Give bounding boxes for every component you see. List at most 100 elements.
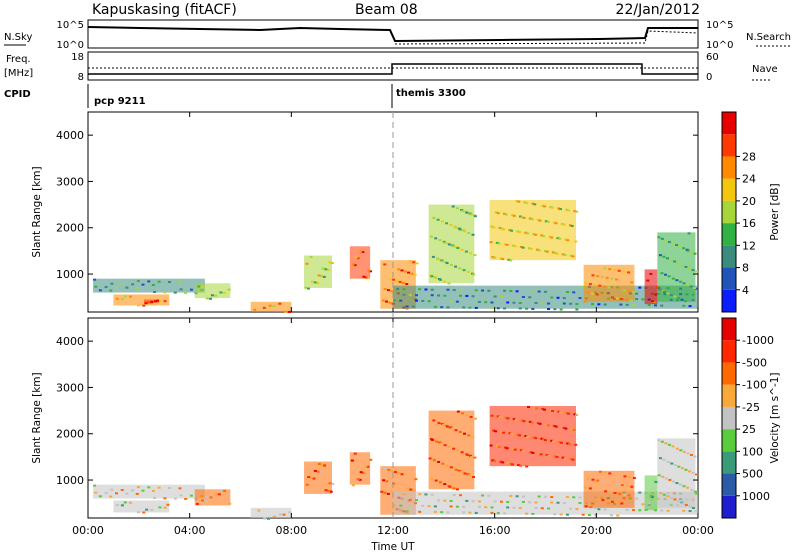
scatter-cell (367, 269, 371, 272)
scatter-cell (531, 202, 535, 205)
scatter-cell (632, 477, 636, 480)
velocity-panel: Slant Range [km] 1000 2000 3000 4000 (31, 317, 699, 520)
scatter-cell (547, 302, 551, 305)
scatter-cell (562, 302, 566, 305)
scatter-cell (535, 407, 539, 410)
scatter-cell (405, 283, 409, 286)
scatter-cell (596, 498, 600, 501)
scatter-cell (565, 412, 569, 415)
colorbar-segment (722, 318, 736, 341)
scatter-cell (658, 457, 662, 460)
scatter-cell (508, 432, 512, 435)
scatter-cell (662, 458, 666, 461)
scatter-cell (305, 483, 309, 486)
nsearch-trace (394, 30, 699, 45)
scatter-cell (534, 506, 538, 509)
scatter-cell (641, 298, 645, 301)
scatter-cell (490, 414, 494, 417)
scatter-cell (438, 239, 442, 242)
scatter-cell (666, 460, 670, 463)
scatter-cell (163, 300, 167, 303)
scatter-cell (556, 296, 560, 299)
scatter-cell (136, 280, 140, 283)
scatter-cell (669, 496, 673, 499)
scatter-cell (464, 250, 468, 253)
scatter-cell (691, 233, 695, 236)
scatter-cell (449, 224, 453, 227)
scatter-cell (671, 445, 675, 448)
scatter-cell (262, 306, 266, 309)
scatter-cell (569, 302, 573, 305)
scatter-cell (320, 275, 324, 278)
scatter-cell (125, 492, 129, 495)
colorbar-segment (722, 362, 736, 385)
scatter-cell (514, 418, 518, 421)
scatter-cell (511, 244, 515, 247)
scatter-cell (163, 497, 167, 500)
scatter-cell (542, 235, 546, 238)
scatter-cell (601, 499, 605, 502)
scatter-cell (506, 506, 510, 509)
scatter-cell (309, 476, 313, 479)
scatter-cell (405, 305, 409, 308)
scatter-cell (222, 489, 226, 492)
scatter-cell (615, 501, 619, 504)
scatter-cell (432, 419, 436, 422)
scatter-cell (459, 494, 463, 497)
scatter-cell (608, 491, 612, 494)
scatter-region (113, 294, 170, 306)
scatter-cell (519, 245, 523, 248)
scatter-cell (545, 250, 549, 253)
scatter-cell (597, 303, 601, 306)
scatter-cell (608, 268, 612, 271)
scatter-cell (128, 295, 132, 298)
scatter-cell (411, 305, 415, 308)
scatter-cell (395, 279, 399, 282)
scatter-cell (448, 485, 452, 488)
scatter-cell (559, 411, 563, 414)
scatter-cell (664, 273, 668, 276)
scatter-cell (661, 475, 665, 478)
scatter-cell (503, 512, 507, 515)
scatter-region (349, 452, 371, 485)
scatter-cell (178, 487, 182, 490)
scatter-cell (518, 231, 522, 234)
power-ylabel: Slant Range [km] (31, 166, 43, 257)
scatter-cell (658, 288, 662, 291)
scatter-cell (610, 277, 614, 280)
scatter-cell (327, 489, 331, 492)
power-panel: Slant Range [km] 1000 2000 3000 4000 (31, 111, 699, 313)
scatter-cell (667, 275, 671, 278)
scatter-cell (575, 507, 579, 510)
scatter-cell (618, 492, 622, 495)
scatter-cell (641, 503, 645, 506)
scatter-cell (627, 494, 631, 497)
scatter-cell (441, 423, 445, 426)
scatter-cell (411, 510, 415, 513)
scatter-cell (603, 267, 607, 270)
scatter-region (93, 484, 205, 499)
scatter-cell (638, 509, 642, 512)
scatter-cell (463, 230, 467, 233)
scatter-cell (197, 285, 201, 288)
scatter-cell (688, 505, 692, 508)
scatter-cell (521, 495, 525, 498)
scatter-cell (562, 297, 566, 300)
scatter-cell (518, 307, 522, 310)
scatter-cell (563, 457, 567, 460)
scatter-cell (253, 308, 257, 311)
scatter-cell (684, 503, 688, 506)
scatter-cell (364, 465, 368, 468)
scatter-cell (608, 472, 612, 475)
scatter-cell (427, 300, 431, 303)
scatter-cell (550, 296, 554, 299)
scatter-cell (616, 514, 620, 517)
x-tick-label: 16:00 (479, 524, 511, 537)
scatter-cell (694, 287, 698, 290)
scatter-cell (178, 281, 182, 284)
scatter-cell (694, 510, 698, 513)
scatter-cell (578, 496, 582, 499)
scatter-cell (437, 422, 441, 425)
scatter-cell (500, 430, 504, 433)
scatter-cell (496, 212, 500, 215)
